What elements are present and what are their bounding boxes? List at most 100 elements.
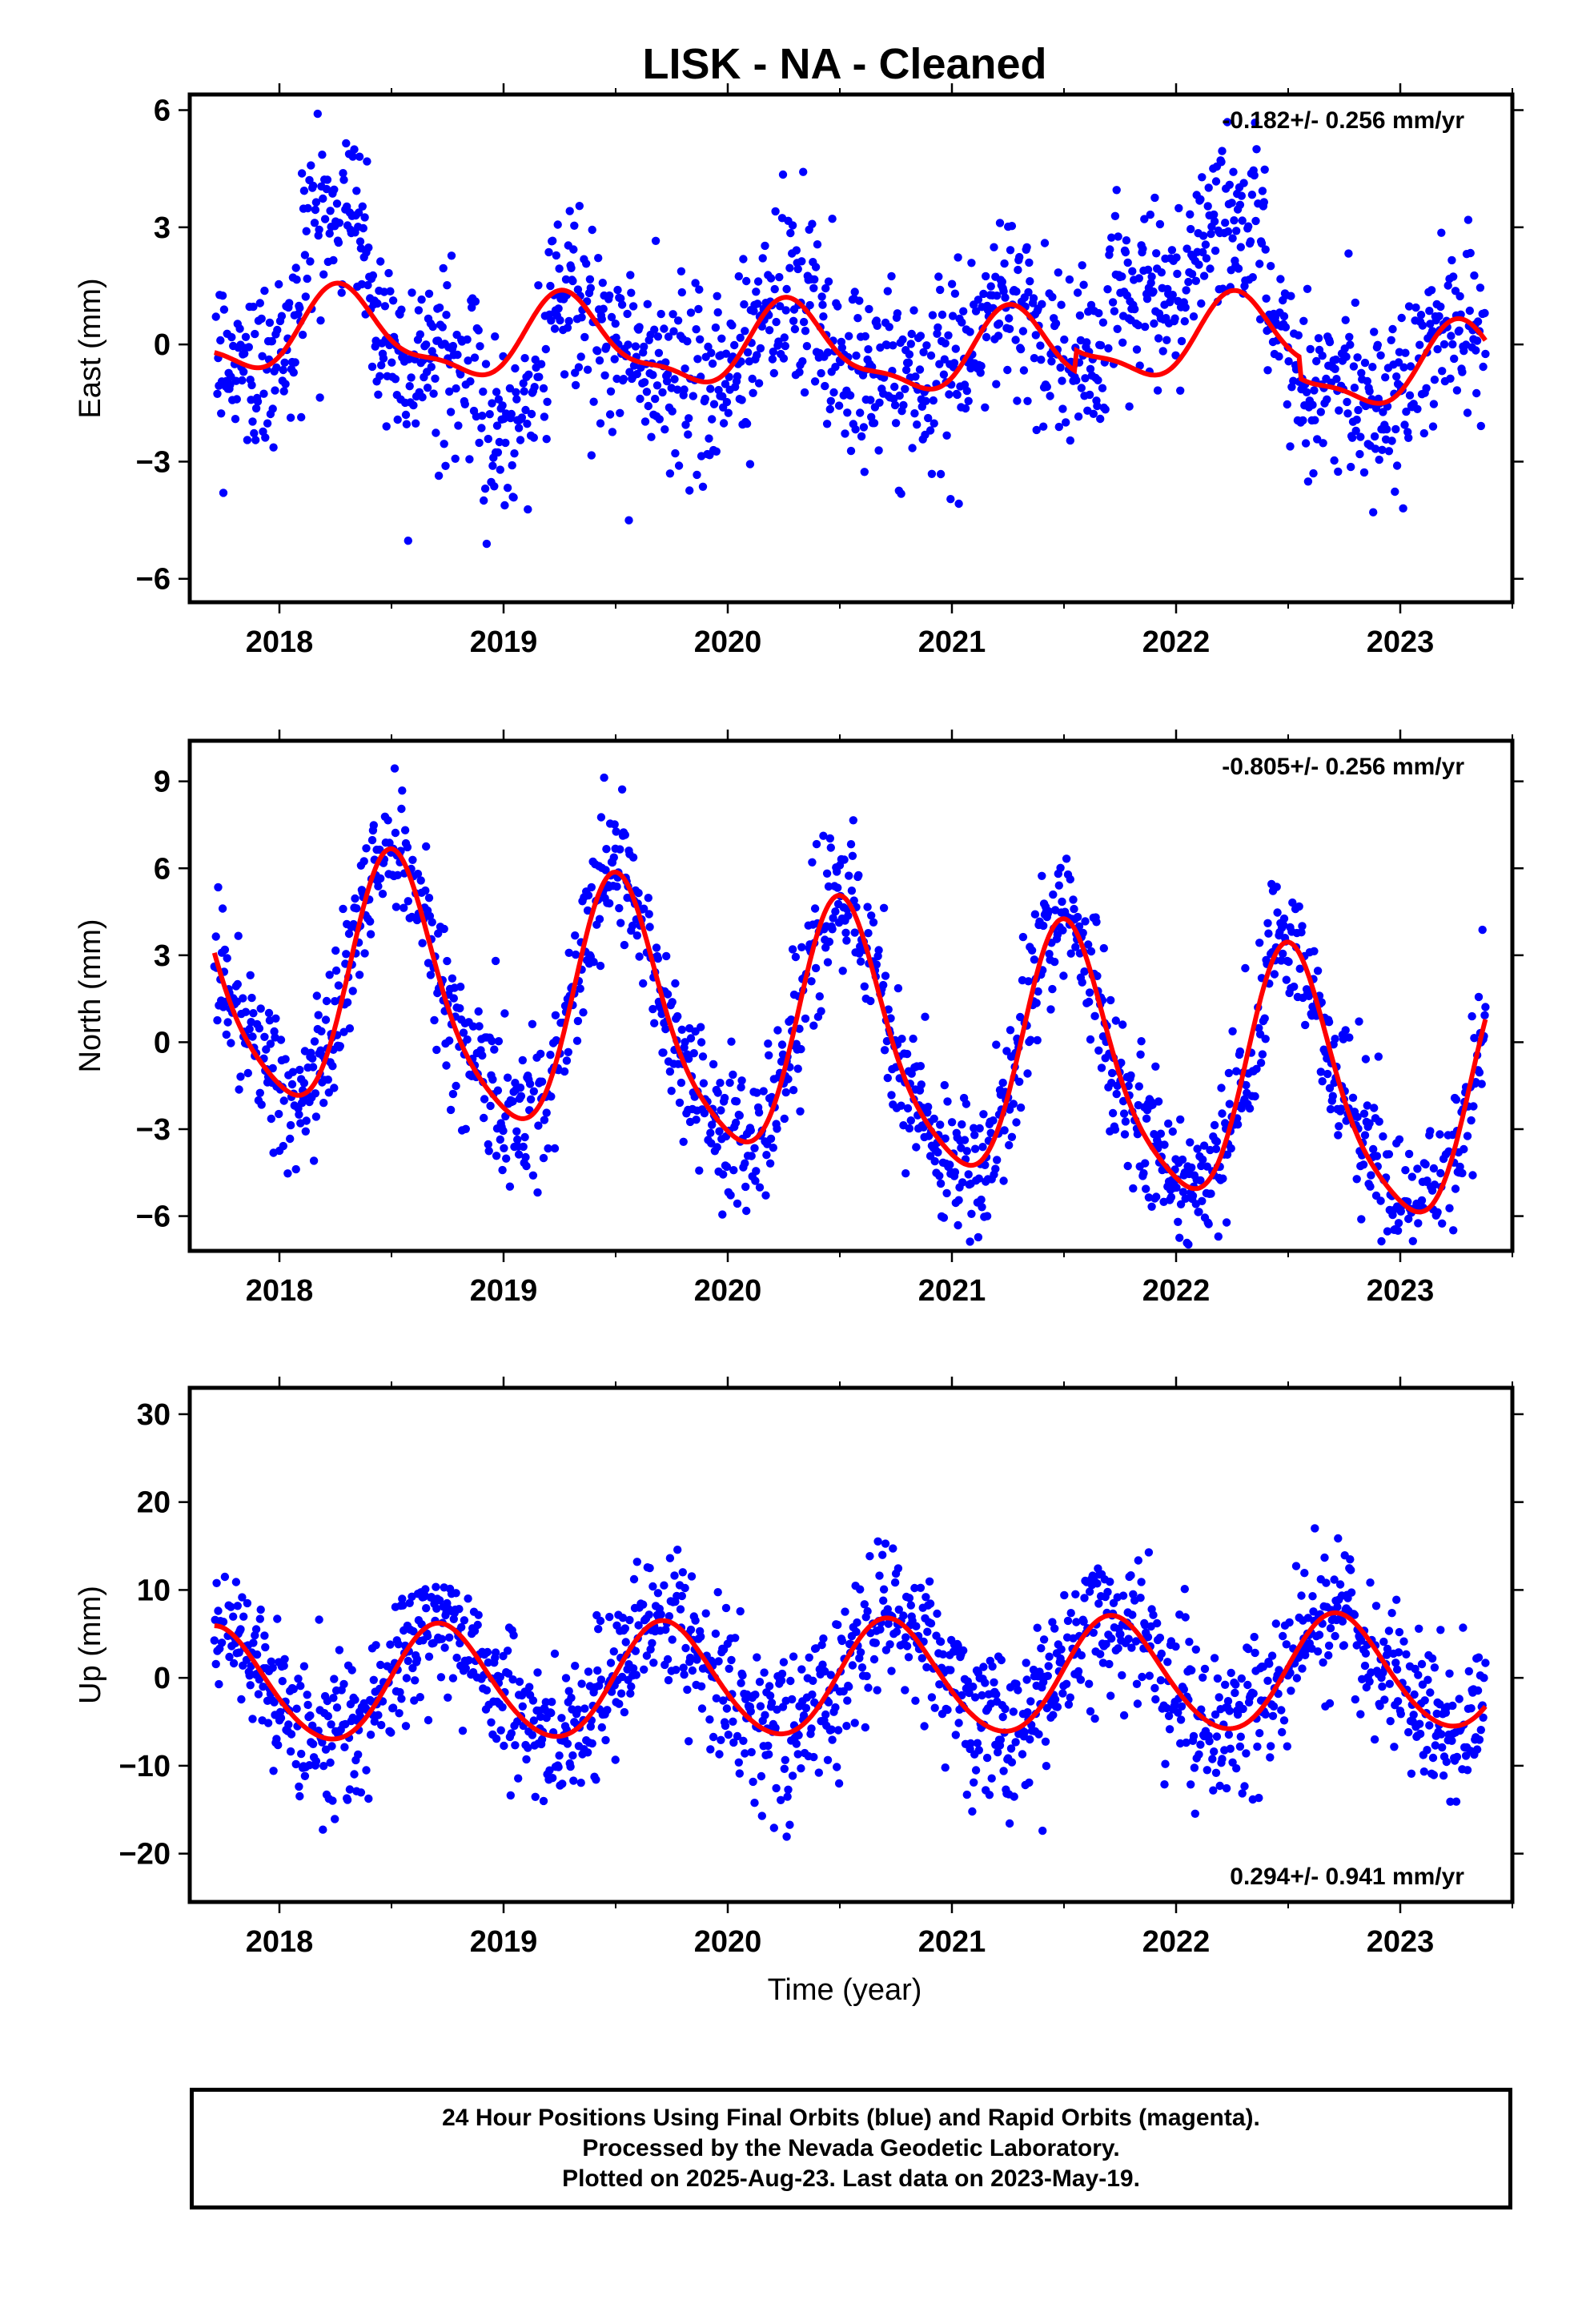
data-point xyxy=(681,1643,690,1653)
data-point xyxy=(1047,357,1056,366)
data-point xyxy=(587,883,596,892)
data-point xyxy=(1114,232,1122,241)
data-point xyxy=(950,289,960,298)
data-point xyxy=(1142,295,1152,304)
data-point xyxy=(576,984,584,993)
data-point xyxy=(1255,259,1264,268)
data-point xyxy=(529,433,538,442)
data-point xyxy=(1173,269,1182,279)
data-point xyxy=(662,376,672,386)
data-point xyxy=(1200,1664,1210,1674)
data-point xyxy=(1433,1208,1442,1217)
data-point xyxy=(855,296,864,305)
data-point xyxy=(809,283,818,292)
data-point xyxy=(1243,1680,1252,1690)
data-point xyxy=(468,1022,478,1031)
data-point xyxy=(605,899,614,908)
data-point xyxy=(547,1092,556,1101)
data-point xyxy=(1110,307,1119,316)
data-point xyxy=(639,1600,648,1609)
data-point xyxy=(1391,424,1400,434)
data-point xyxy=(520,387,528,396)
data-point xyxy=(1303,477,1313,486)
data-point xyxy=(1113,324,1122,333)
data-point xyxy=(366,1731,375,1739)
data-point xyxy=(1297,928,1306,937)
data-point xyxy=(938,1650,948,1659)
data-point xyxy=(512,388,520,396)
data-point xyxy=(781,306,790,315)
data-point xyxy=(1328,1092,1338,1100)
data-point xyxy=(661,1625,670,1634)
data-point xyxy=(350,145,359,154)
data-point xyxy=(898,335,907,344)
data-point xyxy=(1093,971,1102,981)
data-point xyxy=(1232,1067,1241,1076)
data-point xyxy=(650,1019,659,1027)
data-point xyxy=(1396,1710,1406,1719)
data-point xyxy=(1277,956,1286,965)
data-point xyxy=(1149,1610,1158,1619)
data-point xyxy=(1141,1159,1150,1168)
data-point xyxy=(459,1028,468,1037)
data-point xyxy=(1186,210,1195,219)
data-point xyxy=(299,1079,309,1088)
data-point xyxy=(992,380,1001,388)
data-point xyxy=(323,1711,332,1721)
data-point xyxy=(778,170,788,179)
data-point xyxy=(978,1691,986,1700)
data-point xyxy=(1287,292,1295,300)
data-point xyxy=(1479,1713,1488,1722)
data-point xyxy=(1242,1749,1251,1758)
data-point xyxy=(946,1160,954,1169)
data-point xyxy=(1110,211,1120,220)
data-point xyxy=(475,1022,484,1031)
data-point xyxy=(773,1026,782,1035)
data-point xyxy=(1257,239,1267,248)
data-point xyxy=(1374,1052,1383,1061)
data-point xyxy=(1187,1163,1196,1172)
data-point xyxy=(291,1164,300,1174)
data-point xyxy=(901,1633,910,1642)
data-point xyxy=(1134,320,1143,330)
data-point xyxy=(552,251,560,260)
data-point xyxy=(1347,462,1355,472)
data-point xyxy=(1247,191,1257,199)
data-point xyxy=(981,403,990,412)
data-point xyxy=(863,903,872,911)
data-point xyxy=(792,1739,801,1748)
data-point xyxy=(219,489,228,497)
data-point xyxy=(1429,1164,1439,1173)
data-point xyxy=(990,243,998,251)
data-point xyxy=(1348,1093,1358,1103)
data-point xyxy=(1313,967,1323,975)
data-point xyxy=(520,1132,529,1142)
data-point xyxy=(731,1634,740,1642)
data-point xyxy=(1353,1112,1362,1122)
data-point xyxy=(809,1676,817,1685)
data-point xyxy=(452,1653,461,1663)
data-point xyxy=(1143,1633,1153,1642)
data-point xyxy=(1007,1758,1017,1767)
fit-line-north xyxy=(211,846,1488,1215)
data-point xyxy=(300,251,310,259)
data-point xyxy=(1182,1738,1191,1747)
data-point xyxy=(719,1696,728,1705)
data-point xyxy=(1336,1104,1346,1113)
data-point xyxy=(719,419,729,428)
data-point xyxy=(355,152,364,161)
data-point xyxy=(292,275,301,284)
data-point xyxy=(938,310,947,320)
data-point xyxy=(827,1725,836,1734)
data-point xyxy=(492,1152,501,1160)
data-point xyxy=(842,1722,851,1731)
data-point xyxy=(1334,467,1343,476)
data-point xyxy=(442,311,451,320)
data-point xyxy=(890,1578,900,1587)
data-point xyxy=(911,372,920,381)
data-point xyxy=(412,1655,422,1664)
data-point xyxy=(291,263,300,272)
data-point xyxy=(817,1007,825,1015)
data-point xyxy=(873,1537,882,1546)
data-point xyxy=(1222,1218,1231,1227)
